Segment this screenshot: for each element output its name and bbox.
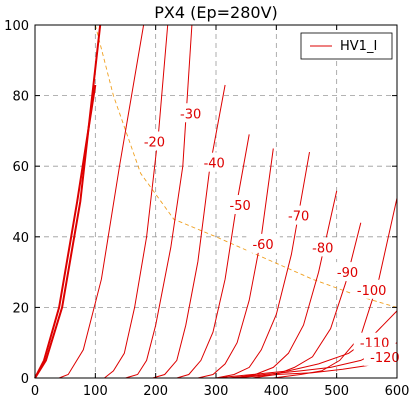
curve-label-bg: [350, 279, 393, 299]
curve-labels: -20-30-40-50-60-70-80-90-100-110-120: [137, 103, 406, 366]
x-tick-label: 400: [264, 384, 289, 399]
curve-label-bg: [223, 195, 257, 215]
curve-label: -90: [337, 266, 358, 281]
x-tick-label: 0: [31, 384, 39, 399]
series-line-neg30: [125, 24, 193, 379]
curve-label: -40: [204, 157, 225, 172]
curve-label: -120: [370, 351, 400, 366]
legend-box: [300, 32, 393, 60]
y-tick-label: 80: [12, 90, 29, 105]
legend: HV1_I: [300, 32, 393, 60]
x-tick-label: 500: [324, 384, 349, 399]
curve-label: -60: [252, 238, 273, 253]
curve-label: -100: [357, 284, 387, 299]
y-tick-label: 40: [12, 231, 29, 246]
curve-label-bg: [173, 103, 208, 123]
y-tick-label: 100: [4, 19, 29, 34]
x-tick-label: 100: [83, 384, 108, 399]
y-tick-label: 0: [21, 372, 29, 387]
x-tick-label: 200: [143, 384, 168, 399]
curve-label-bg: [281, 205, 316, 225]
series-line-curve-0: [34, 84, 97, 379]
series-line-neg100: [273, 197, 398, 379]
legend-label: HV1_I: [340, 39, 377, 54]
curve-label: -80: [312, 241, 333, 256]
series-line-curve-1: [34, 24, 102, 379]
series-line-neg60: [197, 148, 274, 379]
chart-title: PX4 (Ep=280V): [154, 3, 278, 22]
load-line: [94, 24, 398, 308]
curve-label: -20: [144, 135, 165, 150]
curve-label-bg: [363, 346, 406, 366]
load-line-path: [94, 24, 398, 308]
x-tick-label: 300: [204, 384, 229, 399]
x-tick-label: 600: [385, 384, 410, 399]
series-line-curve-2: [58, 24, 145, 379]
curve-label-bg: [137, 131, 172, 151]
curve-label-bg: [246, 233, 280, 253]
curve-label: -70: [288, 210, 309, 225]
curve-label-bg: [197, 152, 231, 172]
series-line-neg20: [104, 24, 169, 379]
curve-label-bg: [306, 237, 340, 257]
y-tick-label: 20: [12, 301, 29, 316]
y-tick-label: 60: [12, 160, 29, 175]
axis-ticks: 0 100 200 300 400 500 600 0 20 40 60 80 100: [4, 19, 409, 399]
curve-label-bg: [330, 262, 365, 282]
series-line-neg40: [152, 84, 226, 379]
curve-label: -50: [230, 199, 251, 214]
series-line-neg70: [215, 152, 310, 379]
curve-label: -30: [180, 107, 201, 122]
